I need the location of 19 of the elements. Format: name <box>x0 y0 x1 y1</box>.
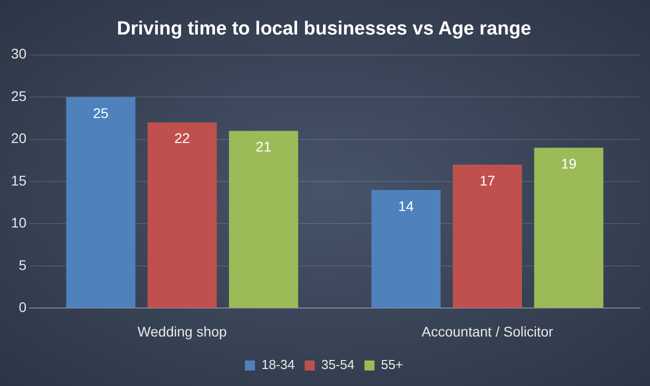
y-tick-label: 5 <box>18 256 27 273</box>
legend-label: 35-54 <box>321 357 354 372</box>
y-tick-label: 0 <box>18 299 27 316</box>
legend-label: 55+ <box>380 357 404 372</box>
data-label: 17 <box>480 172 496 188</box>
chart-title: Driving time to local businesses vs Age range <box>116 18 532 40</box>
y-tick-label: 30 <box>10 46 27 62</box>
y-tick-label: 20 <box>10 130 27 146</box>
data-label: 22 <box>174 130 190 146</box>
y-tick-label: 15 <box>10 172 27 188</box>
legend-label: 18-34 <box>261 357 295 372</box>
data-label: 14 <box>398 198 414 214</box>
x-tick-label: Wedding shop <box>138 323 228 340</box>
data-label: 21 <box>256 138 272 155</box>
y-tick-label: 10 <box>10 214 27 231</box>
data-label: 19 <box>560 156 577 172</box>
x-tick-label: Accountant / Solicitor <box>422 323 554 340</box>
data-label: 25 <box>93 104 109 121</box>
y-tick-label: 25 <box>10 88 27 104</box>
